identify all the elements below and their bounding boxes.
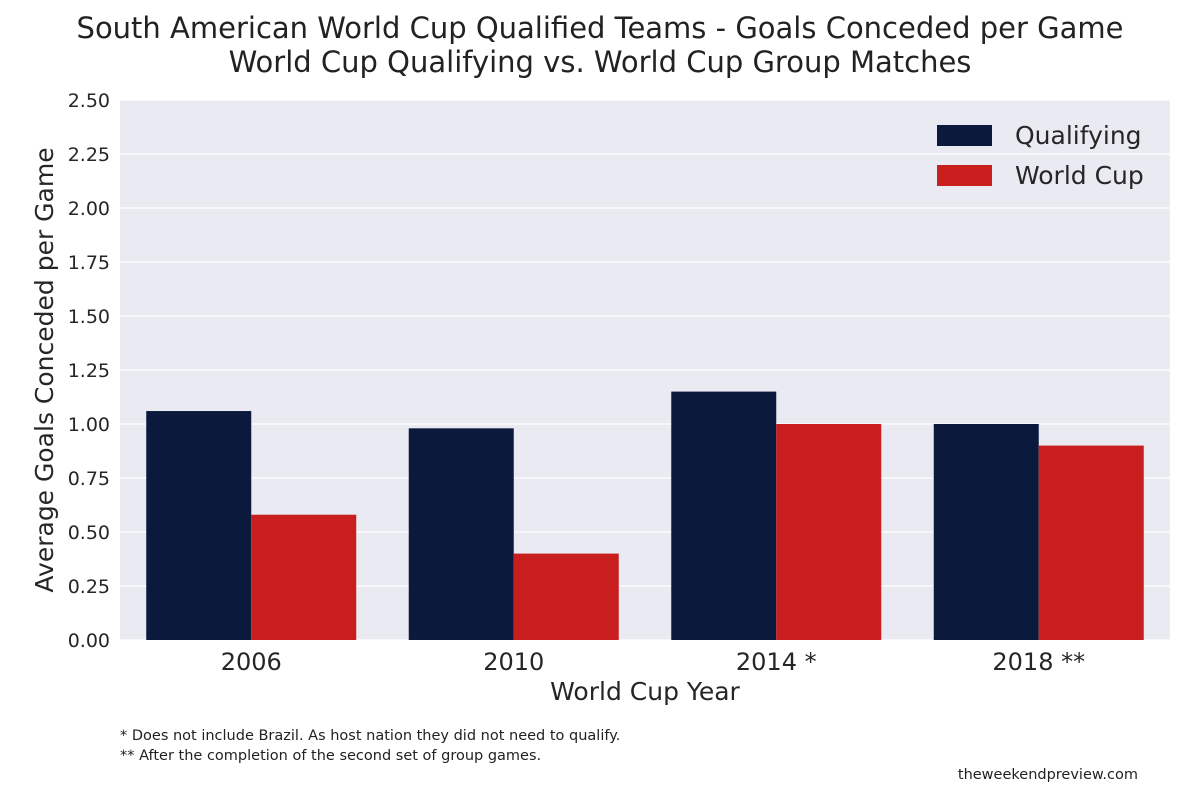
y-tick-label: 1.75 <box>68 252 110 274</box>
x-tick-label: 2018 ** <box>992 648 1085 676</box>
chart-title: South American World Cup Qualified Teams… <box>77 11 1124 45</box>
footnote-1: * Does not include Brazil. As host natio… <box>120 728 620 744</box>
y-tick-label: 2.50 <box>68 90 110 112</box>
footnote-2: ** After the completion of the second se… <box>120 748 541 764</box>
chart-subtitle: World Cup Qualifying vs. World Cup Group… <box>229 45 972 79</box>
legend-swatch-qualifying <box>937 125 992 146</box>
bar-world-cup-1 <box>513 553 619 640</box>
y-tick-label: 0.25 <box>68 576 110 598</box>
bar-world-cup-3 <box>1038 445 1144 640</box>
x-tick-label: 2014 * <box>736 648 817 676</box>
x-tick-label: 2010 <box>483 648 544 676</box>
y-tick-label: 0.50 <box>68 522 110 544</box>
legend-label-qualifying: Qualifying <box>1015 121 1142 150</box>
bars <box>146 391 1144 640</box>
bar-qualifying-0 <box>146 411 252 640</box>
y-tick-label: 2.00 <box>68 198 110 220</box>
y-tick-label: 1.00 <box>68 414 110 436</box>
bar-qualifying-3 <box>933 424 1039 640</box>
bar-world-cup-2 <box>776 424 882 640</box>
y-tick-label: 0.00 <box>68 630 110 652</box>
x-axis-label: World Cup Year <box>550 677 740 706</box>
y-axis-label: Average Goals Conceded per Game <box>30 147 59 592</box>
y-tick-label: 1.50 <box>68 306 110 328</box>
y-axis-ticks: 0.00 0.25 0.50 0.75 1.00 1.25 1.50 1.75 2.00 2.25… <box>68 90 110 652</box>
y-tick-label: 1.25 <box>68 360 110 382</box>
bar-qualifying-2 <box>671 391 777 640</box>
y-tick-label: 2.25 <box>68 144 110 166</box>
bar-world-cup-0 <box>251 514 357 640</box>
x-tick-label: 2006 <box>221 648 282 676</box>
legend-label-world-cup: World Cup <box>1015 161 1144 190</box>
source-credit: theweekendpreview.com <box>958 767 1138 783</box>
y-tick-label: 0.75 <box>68 468 110 490</box>
legend-swatch-world-cup <box>937 165 992 186</box>
bar-qualifying-1 <box>408 428 514 640</box>
x-axis-ticks: 2006 2010 2014 * 2018 ** <box>221 648 1085 676</box>
legend: Qualifying World Cup <box>937 121 1144 190</box>
